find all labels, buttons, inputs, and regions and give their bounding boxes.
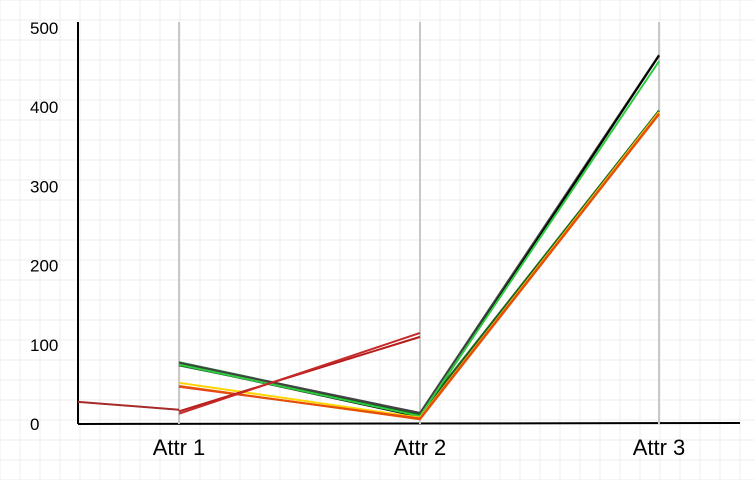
series-line-10 bbox=[178, 331, 421, 415]
x-tick-labels: Attr 1 Attr 2 Attr 3 bbox=[153, 435, 686, 460]
y-tick-label: 400 bbox=[30, 98, 58, 117]
y-tick-label: 300 bbox=[30, 177, 58, 196]
series-lines bbox=[77, 54, 660, 421]
y-tick-label: 200 bbox=[30, 257, 58, 276]
y-tick-labels: 0 100 200 300 400 500 bbox=[30, 19, 58, 434]
series-line-8 bbox=[178, 113, 660, 421]
series-segment bbox=[77, 400, 180, 411]
y-tick-label: 100 bbox=[30, 336, 58, 355]
x-tick-label: Attr 3 bbox=[633, 435, 686, 460]
x-tick-label: Attr 2 bbox=[394, 435, 447, 460]
y-tick-label: 500 bbox=[30, 19, 58, 38]
series-line-3 bbox=[178, 54, 660, 414]
chart-axes bbox=[77, 22, 741, 425]
x-axis-line bbox=[77, 422, 741, 425]
y-tick-label: 0 bbox=[30, 415, 39, 434]
x-tick-label: Attr 1 bbox=[153, 435, 206, 460]
